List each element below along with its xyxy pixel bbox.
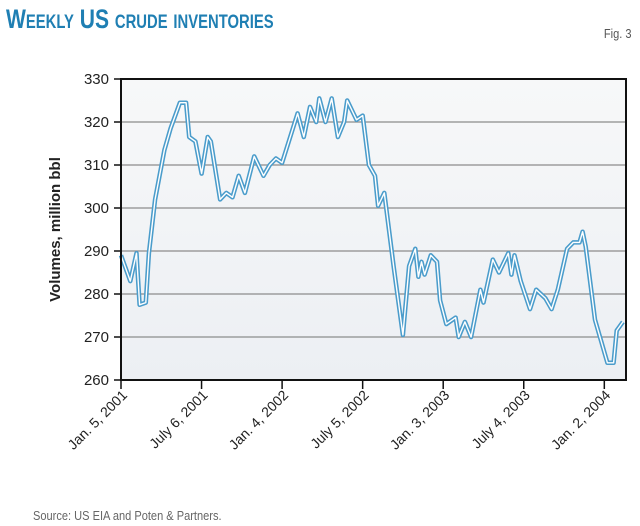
- source-note: Source: US EIA and Poten & Partners.: [33, 508, 222, 523]
- x-tick-label: Jan. 3, 2003: [387, 387, 453, 453]
- x-tick-label: July 4, 2003: [468, 387, 533, 452]
- x-tick-label: Jan. 2, 2004: [548, 387, 614, 453]
- chart-title: Weekly US crude inventories: [6, 4, 274, 34]
- plot-area: [121, 79, 626, 380]
- x-tick-label: Jan. 5, 2001: [64, 387, 130, 453]
- y-tick-label: 280: [84, 286, 109, 303]
- y-tick-label: 330: [84, 71, 109, 88]
- x-tick-label: July 5, 2002: [307, 387, 372, 452]
- series-line-highlight: [120, 97, 624, 364]
- y-tick-label: 270: [84, 329, 109, 346]
- y-axis-label: Volumes, million bbl: [47, 157, 64, 302]
- figure-label: Fig. 3: [604, 26, 632, 41]
- y-tick-label: 320: [84, 114, 109, 131]
- y-tick-label: 260: [84, 372, 109, 389]
- x-tick-label: July 6, 2001: [146, 387, 211, 452]
- y-tick-label: 290: [84, 243, 109, 260]
- x-tick-label: Jan. 4, 2002: [225, 387, 291, 453]
- plot-frame: [120, 78, 627, 381]
- y-tick-label: 310: [84, 157, 109, 174]
- y-tick-label: 300: [84, 200, 109, 217]
